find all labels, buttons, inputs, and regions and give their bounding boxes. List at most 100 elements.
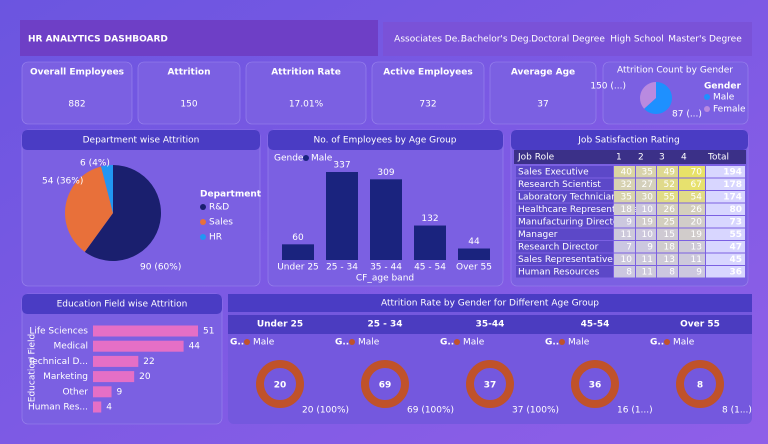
y-tick-label: Human Res...: [28, 403, 88, 413]
table-title: Job Satisfaction Rating: [577, 136, 679, 146]
cell-text: Human Resources: [518, 268, 600, 278]
legend-title: G...: [335, 338, 353, 348]
cell-text: Manager: [518, 230, 558, 240]
table-cell: [657, 253, 678, 265]
legend-item[interactable]: Male: [463, 338, 485, 348]
bar: [414, 225, 446, 260]
bar: [93, 325, 198, 337]
cell-text: 25: [664, 218, 675, 228]
table-cell: [636, 241, 656, 253]
slicer-item[interactable]: Bachelor's Deg...: [461, 35, 537, 45]
bar: [282, 244, 314, 260]
table-cell: [679, 203, 705, 215]
cell-text: 27: [642, 180, 653, 190]
column-header: Total: [707, 153, 729, 163]
slicer-item[interactable]: Doctoral Degree: [531, 35, 605, 45]
cell-text: 11: [621, 230, 632, 240]
table-cell: [614, 253, 635, 265]
cell-text: 80: [729, 205, 742, 215]
data-label: 337: [333, 161, 350, 171]
cell-text: 30: [642, 193, 654, 203]
legend-title: G...: [230, 338, 248, 348]
pie-slice: [84, 165, 161, 261]
legend-item[interactable]: Sales: [209, 218, 233, 228]
cell-text: 54: [691, 193, 703, 203]
kpi-label: Overall Employees: [30, 68, 124, 78]
data-label: 87 (...): [672, 110, 702, 120]
cell-text: 55: [664, 193, 675, 203]
table-cell: [706, 203, 745, 215]
data-label: 9: [117, 387, 123, 397]
legend-item[interactable]: Male: [673, 338, 695, 348]
donut-ring: [256, 360, 304, 408]
table-cell: [679, 228, 705, 240]
chart-title: 35-44: [476, 320, 505, 330]
panel: [137, 61, 241, 125]
panel-header: [22, 130, 260, 150]
x-tick-label: 45 - 54: [414, 263, 446, 273]
panel-header: [268, 130, 503, 150]
cell-text: 55: [729, 230, 742, 240]
chart-title: No. of Employees by Age Group: [313, 136, 456, 146]
cell-text: 11: [642, 268, 653, 278]
cell-text: Research Scientist: [518, 180, 601, 190]
data-label: 44: [468, 237, 480, 247]
panel-title: Attrition Rate by Gender for Different A…: [381, 299, 599, 309]
legend-item[interactable]: R&D: [209, 203, 229, 213]
kpi-value: 37: [537, 100, 548, 110]
column-header: Job Role: [517, 153, 555, 163]
table-cell: [679, 241, 705, 253]
column-header: 1: [616, 153, 622, 163]
data-label: 54 (36%): [42, 177, 83, 187]
panel-header: [511, 130, 748, 150]
legend-marker: [349, 339, 355, 345]
legend-item[interactable]: Male: [253, 338, 275, 348]
cell-text: Manufacturing Director: [518, 218, 622, 228]
legend-marker: [454, 339, 460, 345]
x-tick-label: 25 - 34: [326, 263, 358, 273]
cell-text: 52: [664, 180, 675, 190]
table-cell: [657, 166, 678, 178]
legend-item[interactable]: Male: [311, 154, 333, 164]
title-box: [20, 20, 378, 56]
table-cell: [679, 166, 705, 178]
data-label: 309: [377, 168, 394, 178]
cell-text: 49: [664, 168, 676, 178]
slicer-item[interactable]: High School: [610, 35, 663, 45]
cell-text: 7: [626, 243, 632, 253]
table-cell: [706, 241, 745, 253]
y-tick-label: Technical D...: [27, 357, 88, 367]
cell-text: 67: [691, 180, 702, 190]
cell-text: 8: [626, 268, 632, 278]
x-axis-title: CF_age band: [356, 274, 414, 284]
cell-text: Research Director: [518, 243, 599, 253]
subheader: [228, 315, 752, 334]
donut-center: 8: [697, 381, 703, 391]
cell-text: 47: [729, 243, 742, 253]
data-label: 4: [106, 403, 112, 413]
slicer-item[interactable]: Master's Degree: [668, 35, 742, 45]
bar: [93, 340, 184, 352]
y-tick-label: Life Sciences: [29, 327, 88, 337]
table-cell: [706, 166, 745, 178]
cell-text: 13: [691, 243, 702, 253]
cell-text: 26: [691, 205, 703, 215]
slicer-item[interactable]: Associates De...: [394, 35, 466, 45]
table-cell: [614, 241, 635, 253]
table-cell: [516, 253, 613, 265]
cell-text: 26: [664, 205, 676, 215]
cell-text: Laboratory Technician: [518, 193, 617, 203]
legend-item[interactable]: Female: [713, 105, 746, 115]
legend-item[interactable]: HR: [209, 233, 222, 243]
table-cell: [706, 191, 745, 203]
legend-item[interactable]: Male: [713, 93, 735, 103]
table-cell: [706, 266, 745, 278]
panel: [489, 61, 597, 125]
cell-text: 9: [647, 243, 653, 253]
legend-item[interactable]: Male: [568, 338, 590, 348]
legend-item[interactable]: Male: [358, 338, 380, 348]
data-label: 6 (4%): [80, 159, 110, 169]
cell-text: 35: [642, 168, 653, 178]
